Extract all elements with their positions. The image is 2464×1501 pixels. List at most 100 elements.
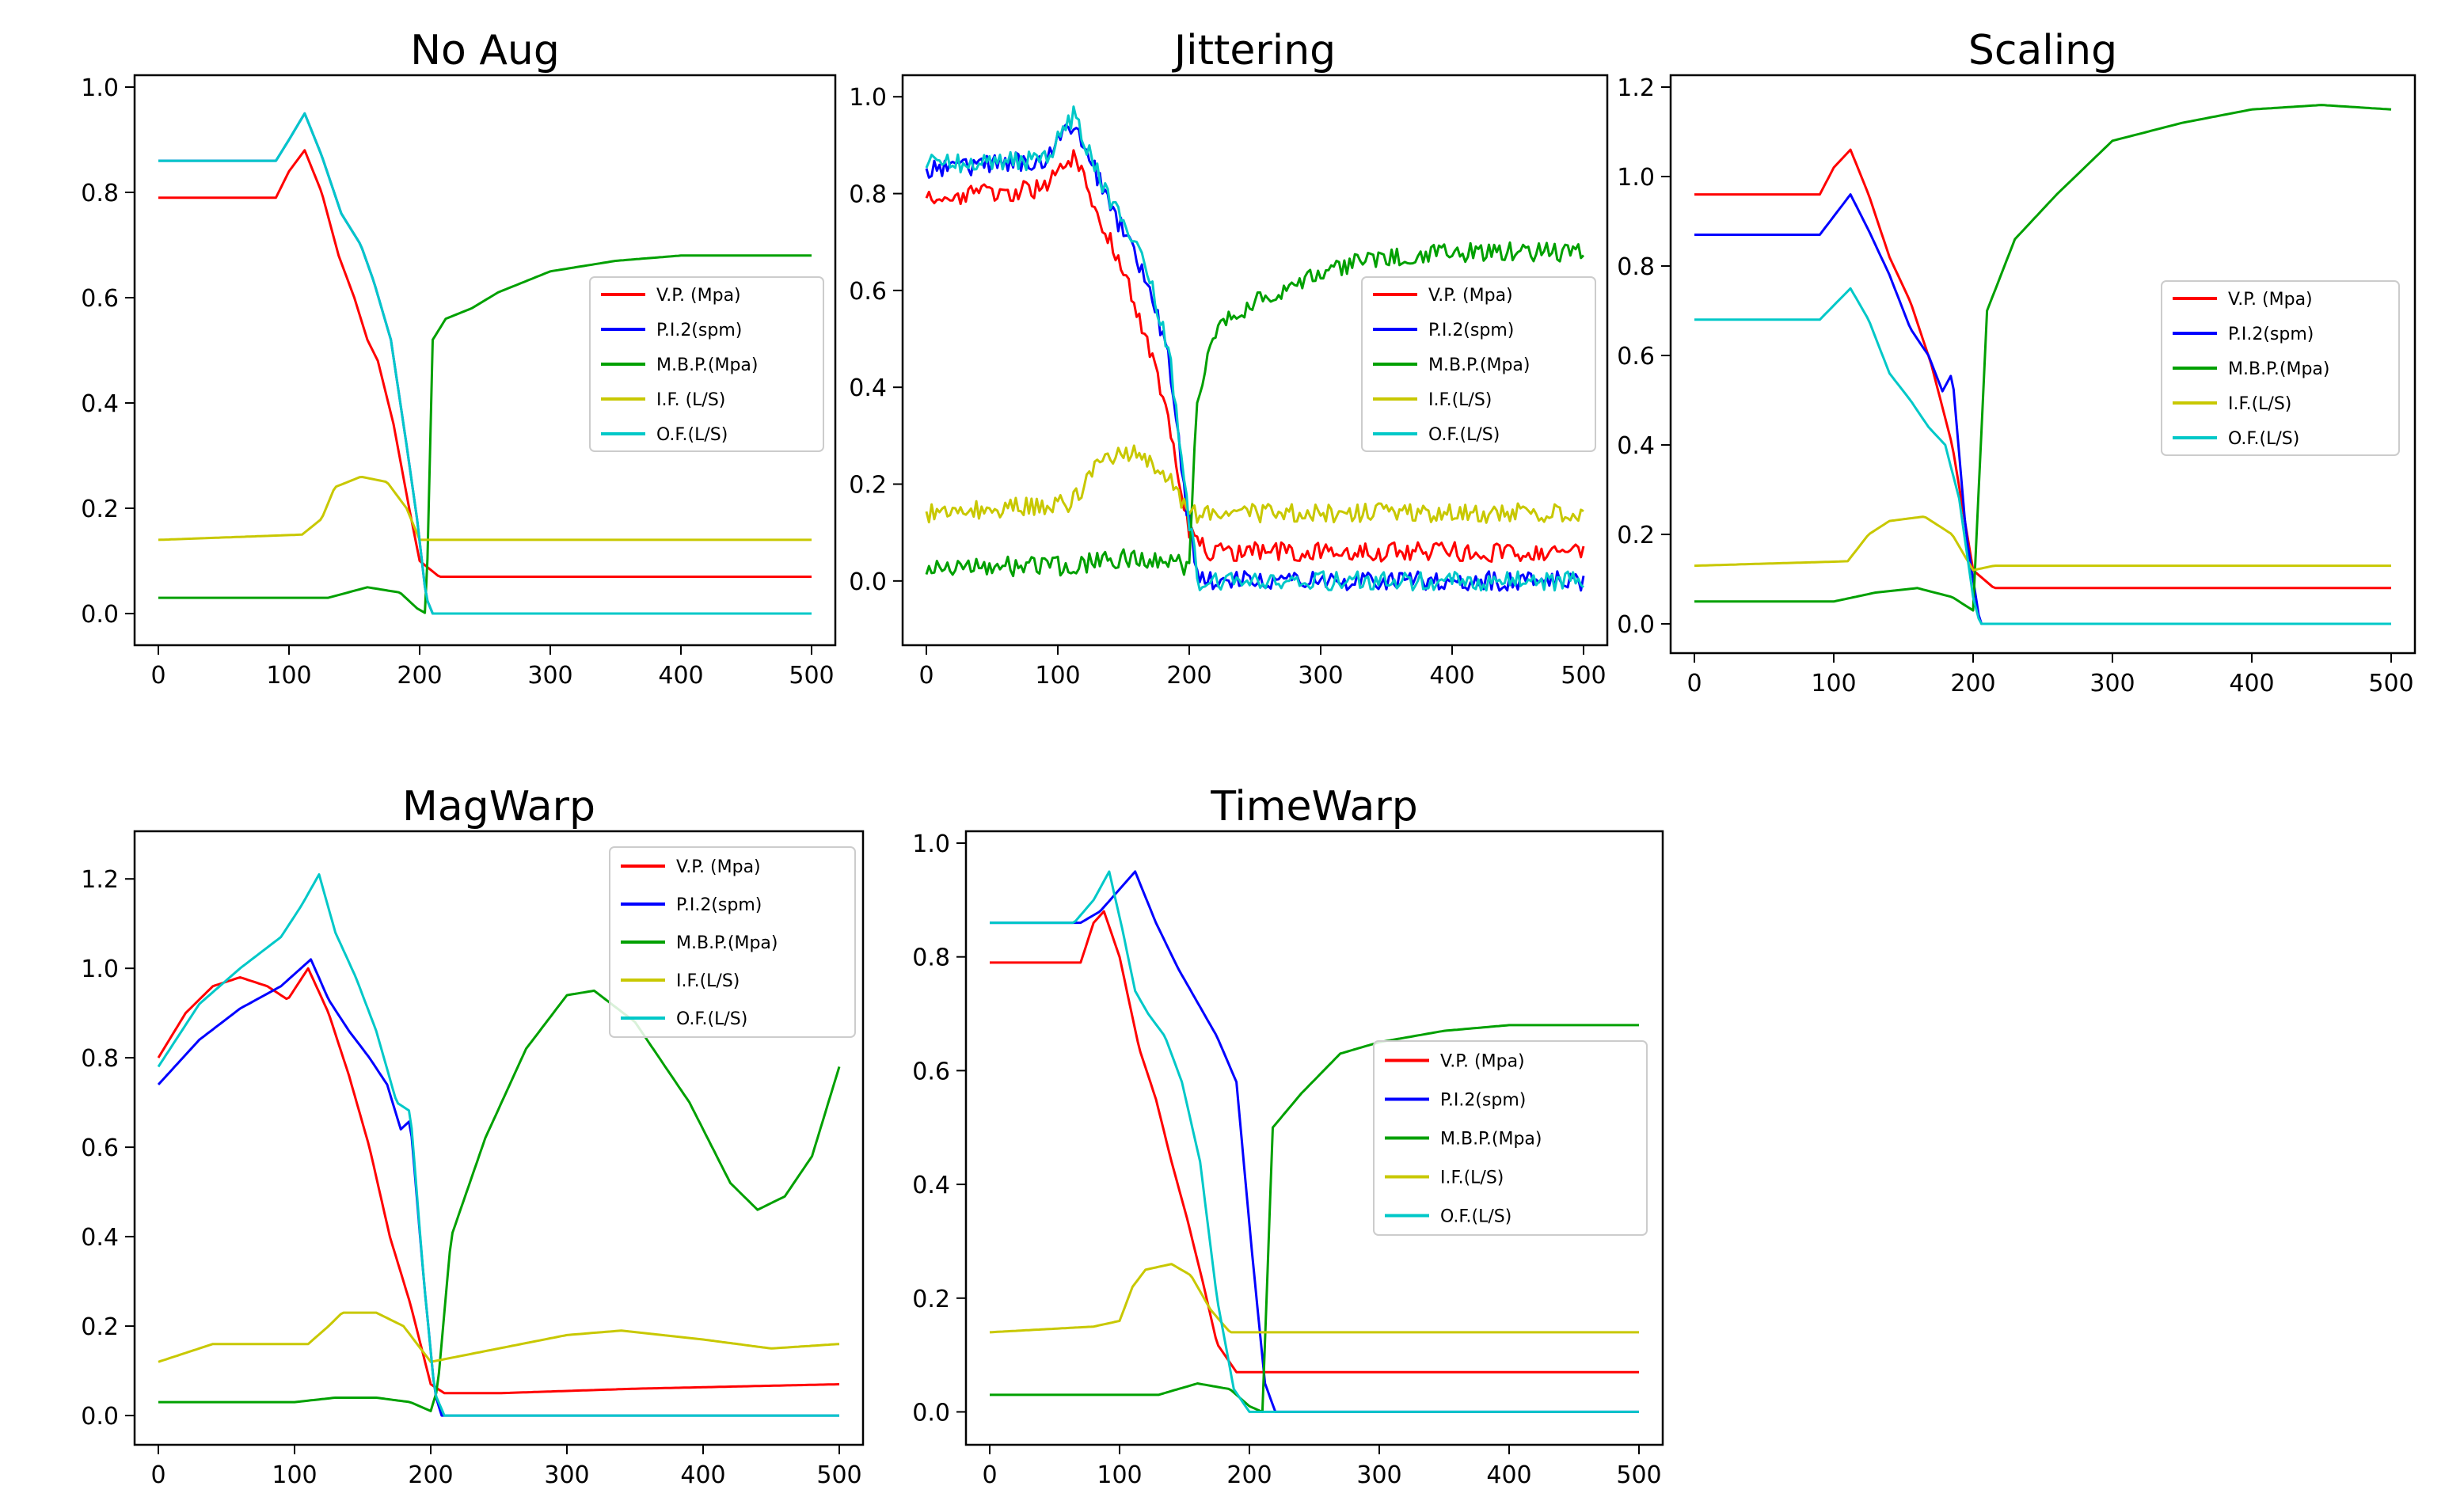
chart-panel-magwarp: MagWarp 0 100 200 300 400 500 0.0 0.2 0.4 0.6 0.8 1.… [81, 783, 865, 1489]
x-tick-label: 300 [1298, 662, 1343, 690]
y-tick-label: 1.0 [849, 84, 887, 112]
series-line-i-f-l-s [158, 476, 812, 542]
y-tick-label: 0.2 [912, 1286, 950, 1313]
y-tick-label: 1.0 [81, 74, 119, 102]
legend-label: V.P. (Mpa) [1428, 286, 1513, 306]
legend-box [609, 846, 856, 1038]
x-tick-label: 400 [2229, 670, 2274, 697]
x-tick-label: 200 [408, 1461, 453, 1489]
legend-label: O.F.(L/S) [676, 1009, 747, 1029]
y-tick-label: 0.6 [81, 1134, 119, 1162]
y-tick-label: 0.8 [912, 944, 950, 972]
series-line-v-p-mpa [158, 149, 812, 578]
legend-label: M.B.P.(Mpa) [1440, 1130, 1542, 1150]
series-line-i-f-l-s [989, 1263, 1639, 1334]
legend-label: V.P. (Mpa) [656, 286, 741, 306]
plot-frame [901, 74, 1609, 647]
legend-label: O.F.(L/S) [2228, 429, 2299, 449]
series-line-p-i-2-spm [925, 124, 1585, 592]
x-tick-label: 100 [272, 1461, 317, 1489]
y-tick-label: 0.0 [1617, 611, 1655, 639]
series-line-i-f-l-s [158, 1311, 840, 1363]
x-tick-label: 0 [982, 1461, 997, 1489]
series-line-m-b-p-mpa [158, 989, 841, 1412]
series-line-i-f-l-s [1694, 515, 2391, 572]
y-tick-label: 1.2 [1617, 74, 1655, 102]
x-tick-label: 100 [1097, 1461, 1142, 1489]
x-tick-label: 200 [1166, 662, 1211, 690]
chart-title: No Aug [410, 27, 560, 74]
x-tick-label: 400 [680, 1461, 725, 1489]
legend-label: O.F.(L/S) [1428, 425, 1500, 445]
y-tick-label: 0.6 [849, 278, 887, 306]
legend-label: O.F.(L/S) [1440, 1207, 1511, 1227]
x-tick-label: 300 [527, 662, 572, 690]
legend-box [1373, 1040, 1648, 1236]
plot-frame [1669, 74, 2416, 655]
series-line-v-p-mpa [1694, 148, 2391, 590]
series-line-m-b-p-mpa [158, 254, 812, 614]
legend-label: I.F.(L/S) [676, 971, 740, 991]
y-tick-label: 0.0 [81, 1403, 119, 1431]
y-tick-label: 0.0 [912, 1399, 950, 1427]
chart-panel-timewarp: TimeWarp 0 100 200 300 400 500 0.0 0.2 0.4 0.6 0.8 1… [912, 783, 1664, 1489]
legend: V.P. (Mpa) P.I.2(spm) M.B.P.(Mpa) I.F. (L/S… [589, 276, 824, 452]
legend-box [589, 276, 824, 452]
y-tick-label: 0.6 [81, 285, 119, 313]
x-tick-label: 500 [816, 1461, 861, 1489]
y-tick-label: 1.0 [912, 830, 950, 858]
legend-label: M.B.P.(Mpa) [1428, 355, 1530, 375]
x-tick-label: 200 [1226, 1461, 1272, 1489]
y-tick-label: 0.4 [1617, 432, 1655, 460]
y-tick-label: 0.6 [1617, 343, 1655, 370]
series-line-m-b-p-mpa [1694, 104, 2392, 612]
chart-title: TimeWarp [1210, 783, 1418, 830]
x-tick-label: 400 [1429, 662, 1474, 690]
x-tick-label: 500 [1616, 1461, 1661, 1489]
legend: V.P. (Mpa) P.I.2(spm) M.B.P.(Mpa) I.F.(L/S)… [1373, 1040, 1648, 1236]
legend: V.P. (Mpa) P.I.2(spm) M.B.P.(Mpa) I.F.(L/S)… [2161, 280, 2400, 456]
legend: V.P. (Mpa) P.I.2(spm) M.B.P.(Mpa) I.F.(L/S)… [1361, 276, 1596, 452]
legend-box [2161, 280, 2400, 456]
x-tick-label: 300 [2089, 670, 2135, 697]
y-tick-label: 0.8 [1617, 253, 1655, 281]
legend-label: P.I.2(spm) [1440, 1091, 1526, 1111]
y-tick-label: 0.8 [81, 1045, 119, 1073]
x-tick-label: 100 [1811, 670, 1856, 697]
series-line-v-p-mpa [157, 967, 840, 1395]
series-line-o-f-l-s [1694, 287, 2391, 625]
y-tick-label: 0.0 [849, 568, 887, 596]
chart-panel-no-aug: No Aug 0 100 200 300 400 500 0.0 0.2 0.4 0.6 0.8 1.0… [81, 27, 837, 690]
y-tick-label: 1.0 [1617, 164, 1655, 192]
y-tick-label: 0.2 [81, 496, 119, 523]
legend-label: P.I.2(spm) [1428, 321, 1514, 340]
y-tick-label: 0.8 [81, 180, 119, 207]
legend-label: M.B.P.(Mpa) [656, 355, 759, 375]
series-line-v-p-mpa [925, 149, 1585, 563]
series-line-o-f-l-s [925, 105, 1585, 592]
chart-panel-scaling: Scaling 0 100 200 300 400 500 0.0 0.2 0.4 0.6 0.8 1.… [1617, 27, 2416, 697]
plot-frame [133, 830, 865, 1446]
plot-frame [964, 830, 1664, 1446]
legend-label: V.P. (Mpa) [2228, 290, 2313, 310]
chart-panel-jittering: Jittering 0 100 200 300 400 500 0.0 0.2 0.4 0.6 0.8… [849, 27, 1609, 690]
x-tick-label: 0 [150, 662, 165, 690]
y-tick-label: 0.4 [81, 390, 119, 418]
legend-label: P.I.2(spm) [676, 895, 762, 915]
x-tick-label: 0 [150, 1461, 165, 1489]
y-tick-label: 1.2 [81, 866, 119, 894]
y-tick-label: 0.2 [81, 1313, 119, 1341]
legend-label: I.F.(L/S) [1440, 1168, 1504, 1188]
legend-label: I.F.(L/S) [2228, 394, 2291, 414]
legend-label: I.F. (L/S) [656, 390, 725, 410]
x-tick-label: 300 [544, 1461, 589, 1489]
legend-label: M.B.P.(Mpa) [2228, 359, 2330, 379]
y-tick-label: 0.2 [849, 472, 887, 500]
series-line-o-f-l-s [157, 873, 839, 1417]
y-tick-label: 0.0 [81, 601, 119, 629]
x-tick-label: 100 [1035, 662, 1080, 690]
plot-frame [133, 74, 837, 647]
legend-label: V.P. (Mpa) [1440, 1052, 1525, 1072]
legend-label: V.P. (Mpa) [676, 857, 761, 877]
